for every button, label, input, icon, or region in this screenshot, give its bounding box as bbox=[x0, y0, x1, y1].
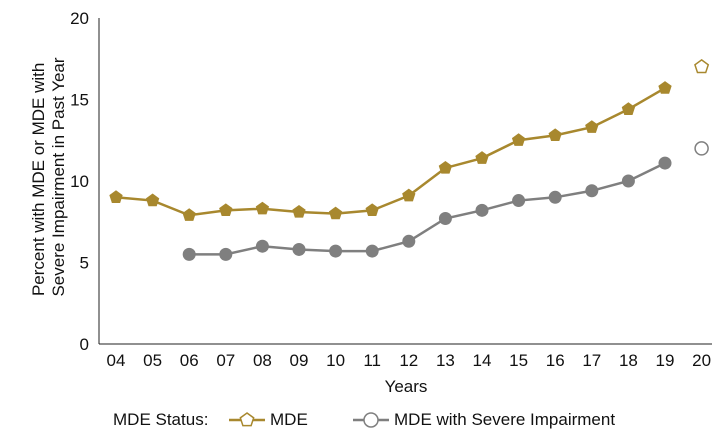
data-point-pentagon bbox=[145, 193, 160, 207]
x-tick-label: 14 bbox=[473, 351, 492, 370]
legend-mde-pentagon-marker bbox=[239, 412, 255, 427]
series-line bbox=[115, 87, 666, 217]
y-tick-label: 15 bbox=[70, 91, 89, 110]
data-point-pentagon bbox=[475, 151, 489, 164]
data-point-pentagon bbox=[585, 120, 599, 133]
legend-mde-label: MDE bbox=[270, 410, 308, 429]
data-point-pentagon bbox=[219, 203, 233, 216]
x-tick-label: 18 bbox=[619, 351, 638, 370]
data-point-pentagon bbox=[292, 204, 306, 218]
data-point-pentagon bbox=[182, 208, 196, 221]
data-point-circle bbox=[585, 184, 599, 198]
data-point-circle bbox=[438, 211, 452, 225]
data-point-circle bbox=[182, 247, 196, 261]
data-point-pentagon bbox=[109, 190, 123, 203]
data-point-circle bbox=[621, 174, 635, 188]
data-point-circle bbox=[365, 244, 379, 258]
data-point-circle bbox=[475, 203, 489, 217]
data-point-pentagon bbox=[328, 206, 343, 220]
axes bbox=[98, 18, 712, 345]
data-point-circle bbox=[402, 234, 416, 248]
legend: MDE Status: MDE MDE with Severe Impairme… bbox=[113, 410, 615, 429]
x-tick-label: 17 bbox=[582, 351, 601, 370]
y-axis-title-line-1: Percent with MDE or MDE with bbox=[29, 63, 48, 296]
y-axis-title-line-2: Severe Impairment in Past Year bbox=[49, 57, 68, 296]
data-point-circle bbox=[219, 247, 233, 261]
x-tick-label: 16 bbox=[546, 351, 565, 370]
x-tick-label: 10 bbox=[326, 351, 345, 370]
x-tick-label: 11 bbox=[363, 351, 381, 370]
x-tick-label: 05 bbox=[143, 351, 162, 370]
data-point-circle bbox=[512, 194, 526, 208]
x-tick-label: 04 bbox=[107, 351, 126, 370]
x-tick-label: 06 bbox=[180, 351, 199, 370]
x-tick-label: 07 bbox=[216, 351, 235, 370]
data-point-pentagon bbox=[548, 128, 562, 142]
data-point-circle bbox=[329, 244, 343, 258]
x-tick-label: 12 bbox=[399, 351, 418, 370]
legend-item-mde-severe: MDE with Severe Impairment bbox=[353, 410, 615, 429]
x-tick-label: 08 bbox=[253, 351, 272, 370]
data-point-circle bbox=[658, 156, 672, 170]
x-axis-title: Years bbox=[385, 377, 428, 396]
y-tick-label: 5 bbox=[80, 254, 89, 273]
data-point-circle bbox=[255, 239, 269, 253]
y-tick-label: 0 bbox=[80, 335, 89, 354]
legend-item-mde: MDE bbox=[229, 410, 308, 429]
series-mde-severe-impairment bbox=[182, 141, 709, 261]
data-point-pentagon bbox=[365, 203, 379, 216]
data-point-pentagon bbox=[621, 102, 636, 115]
y-tick-label: 20 bbox=[70, 9, 89, 28]
x-tick-label: 20 bbox=[692, 351, 711, 370]
series-mde bbox=[109, 58, 710, 221]
data-point-pentagon bbox=[402, 188, 416, 202]
y-axis-title: Percent with MDE or MDE with Severe Impa… bbox=[29, 57, 68, 296]
x-tick-label: 19 bbox=[656, 351, 675, 370]
data-point-circle bbox=[694, 141, 709, 156]
data-point-pentagon bbox=[438, 160, 453, 174]
x-tick-label: 09 bbox=[290, 351, 309, 370]
data-point-circle bbox=[548, 190, 562, 204]
x-tick-label: 15 bbox=[509, 351, 528, 370]
data-point-circle bbox=[292, 242, 306, 256]
y-tick-labels: 0 5 10 15 20 bbox=[70, 9, 89, 354]
legend-severe-label: MDE with Severe Impairment bbox=[394, 410, 615, 429]
data-point-pentagon bbox=[658, 81, 672, 94]
x-tick-labels: 04 05 06 07 08 09 10 11 12 13 14 15 16 17 18 19 20 bbox=[107, 351, 712, 370]
legend-title: MDE Status: bbox=[113, 410, 208, 429]
legend-severe-circle-marker bbox=[363, 412, 379, 428]
x-tick-label: 13 bbox=[436, 351, 455, 370]
data-point-pentagon bbox=[255, 201, 270, 215]
data-point-pentagon bbox=[694, 58, 710, 74]
y-tick-label: 10 bbox=[70, 172, 89, 191]
series-layer bbox=[109, 58, 710, 261]
data-point-pentagon bbox=[511, 133, 526, 146]
